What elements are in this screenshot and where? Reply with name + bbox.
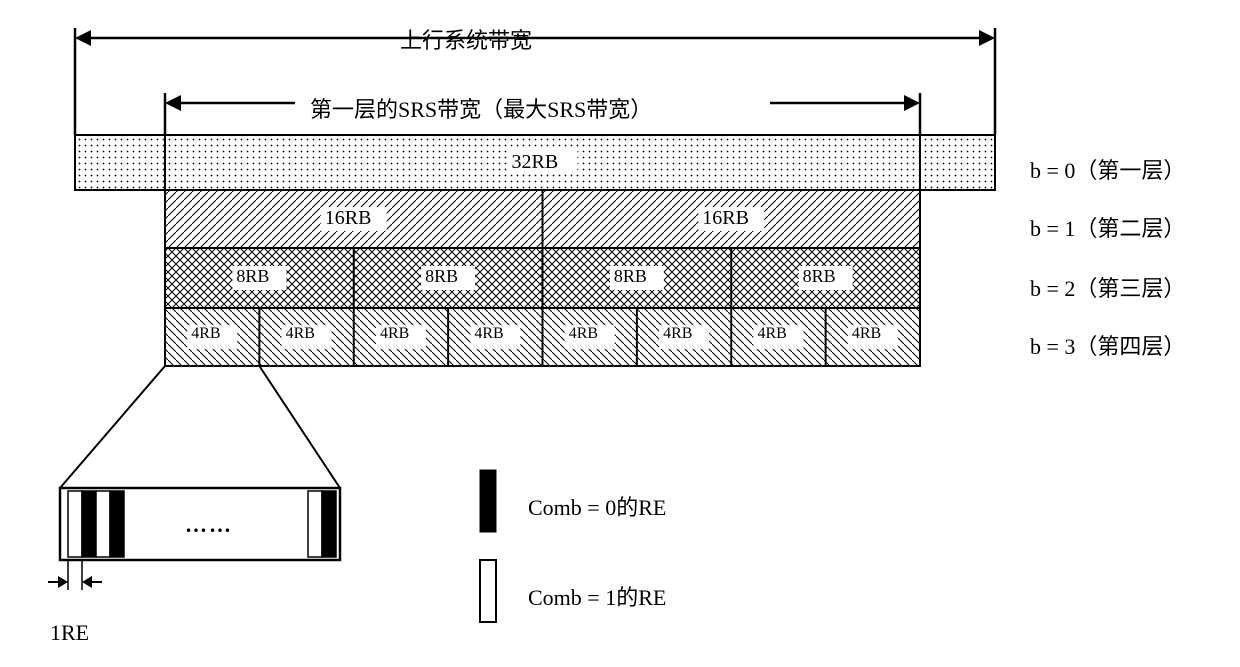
label-1re: 1RE [50,620,89,646]
layer3-cell3-label: 4RB [474,325,503,343]
diagram-stage: 上行系统带宽 第一层的SRS带宽（最大SRS带宽） b = 0（第一层） b =… [0,0,1240,667]
label-system-bw: 上行系统带宽 [400,23,532,55]
layer1-cell1-label: 16RB [702,207,749,230]
side-label-1: b = 1（第二层） [1030,211,1185,243]
layer2-cell3-label: 8RB [803,266,836,287]
layer2-cell0-label: 8RB [236,266,269,287]
side-label-2: b = 2（第三层） [1030,271,1185,303]
layer3-cell1-label: 4RB [286,325,315,343]
layer3-cell4-label: 4RB [569,325,598,343]
label-comb1: Comb = 1的RE [528,580,666,612]
layer2-cell2-label: 8RB [614,266,647,287]
side-label-0: b = 0（第一层） [1030,153,1185,185]
label-comb0: Comb = 0的RE [528,490,666,522]
layer3-cell0-label: 4RB [191,325,220,343]
layer3-cell2-label: 4RB [380,325,409,343]
layer3-cell7-label: 4RB [852,325,881,343]
layer3-cell5-label: 4RB [663,325,692,343]
label-srs-bw: 第一层的SRS带宽（最大SRS带宽） [310,92,652,124]
layer0-cell0-label: 32RB [512,151,559,174]
side-label-3: b = 3（第四层） [1030,329,1185,361]
detail-dots: …… [185,512,233,538]
layer3-cell6-label: 4RB [757,325,786,343]
layer2-cell1-label: 8RB [425,266,458,287]
layer1-cell0-label: 16RB [325,207,372,230]
